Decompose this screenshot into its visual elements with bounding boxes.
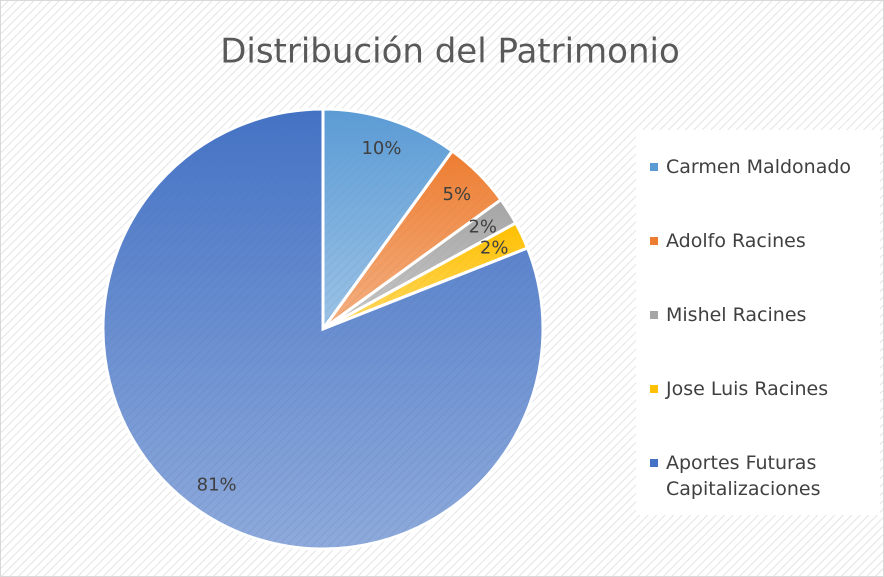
- legend-label: Adolfo Racines: [666, 230, 806, 252]
- legend: Carmen Maldonado Adolfo Racines Mishel Rac…: [636, 130, 880, 515]
- legend-label: Aportes Futuras Capitalizaciones: [666, 452, 821, 500]
- pie-slice: [321, 107, 455, 334]
- data-label: 2%: [468, 217, 497, 238]
- data-label: 81%: [197, 474, 237, 495]
- legend-swatch: [650, 237, 658, 245]
- data-label: 2%: [480, 237, 509, 258]
- data-label: 10%: [361, 138, 401, 159]
- legend-label: Jose Luis Racines: [666, 378, 829, 400]
- legend-entry: Aportes Futuras Capitalizaciones: [636, 450, 880, 524]
- data-label: 5%: [443, 184, 472, 205]
- chart-title: Distribución del Patrimonio: [220, 32, 680, 72]
- legend-entry: Jose Luis Racines: [636, 376, 880, 450]
- legend-entry: Carmen Maldonado: [636, 154, 880, 228]
- legend-entry: Adolfo Racines: [636, 228, 880, 302]
- legend-swatch: [650, 459, 658, 467]
- legend-swatch: [650, 163, 658, 171]
- legend-label: Mishel Racines: [666, 304, 807, 326]
- legend-swatch: [650, 311, 658, 319]
- legend-entry: Mishel Racines: [636, 302, 880, 376]
- legend-swatch: [650, 385, 658, 393]
- pie-slice: [101, 107, 545, 551]
- legend-label: Carmen Maldonado: [666, 156, 852, 178]
